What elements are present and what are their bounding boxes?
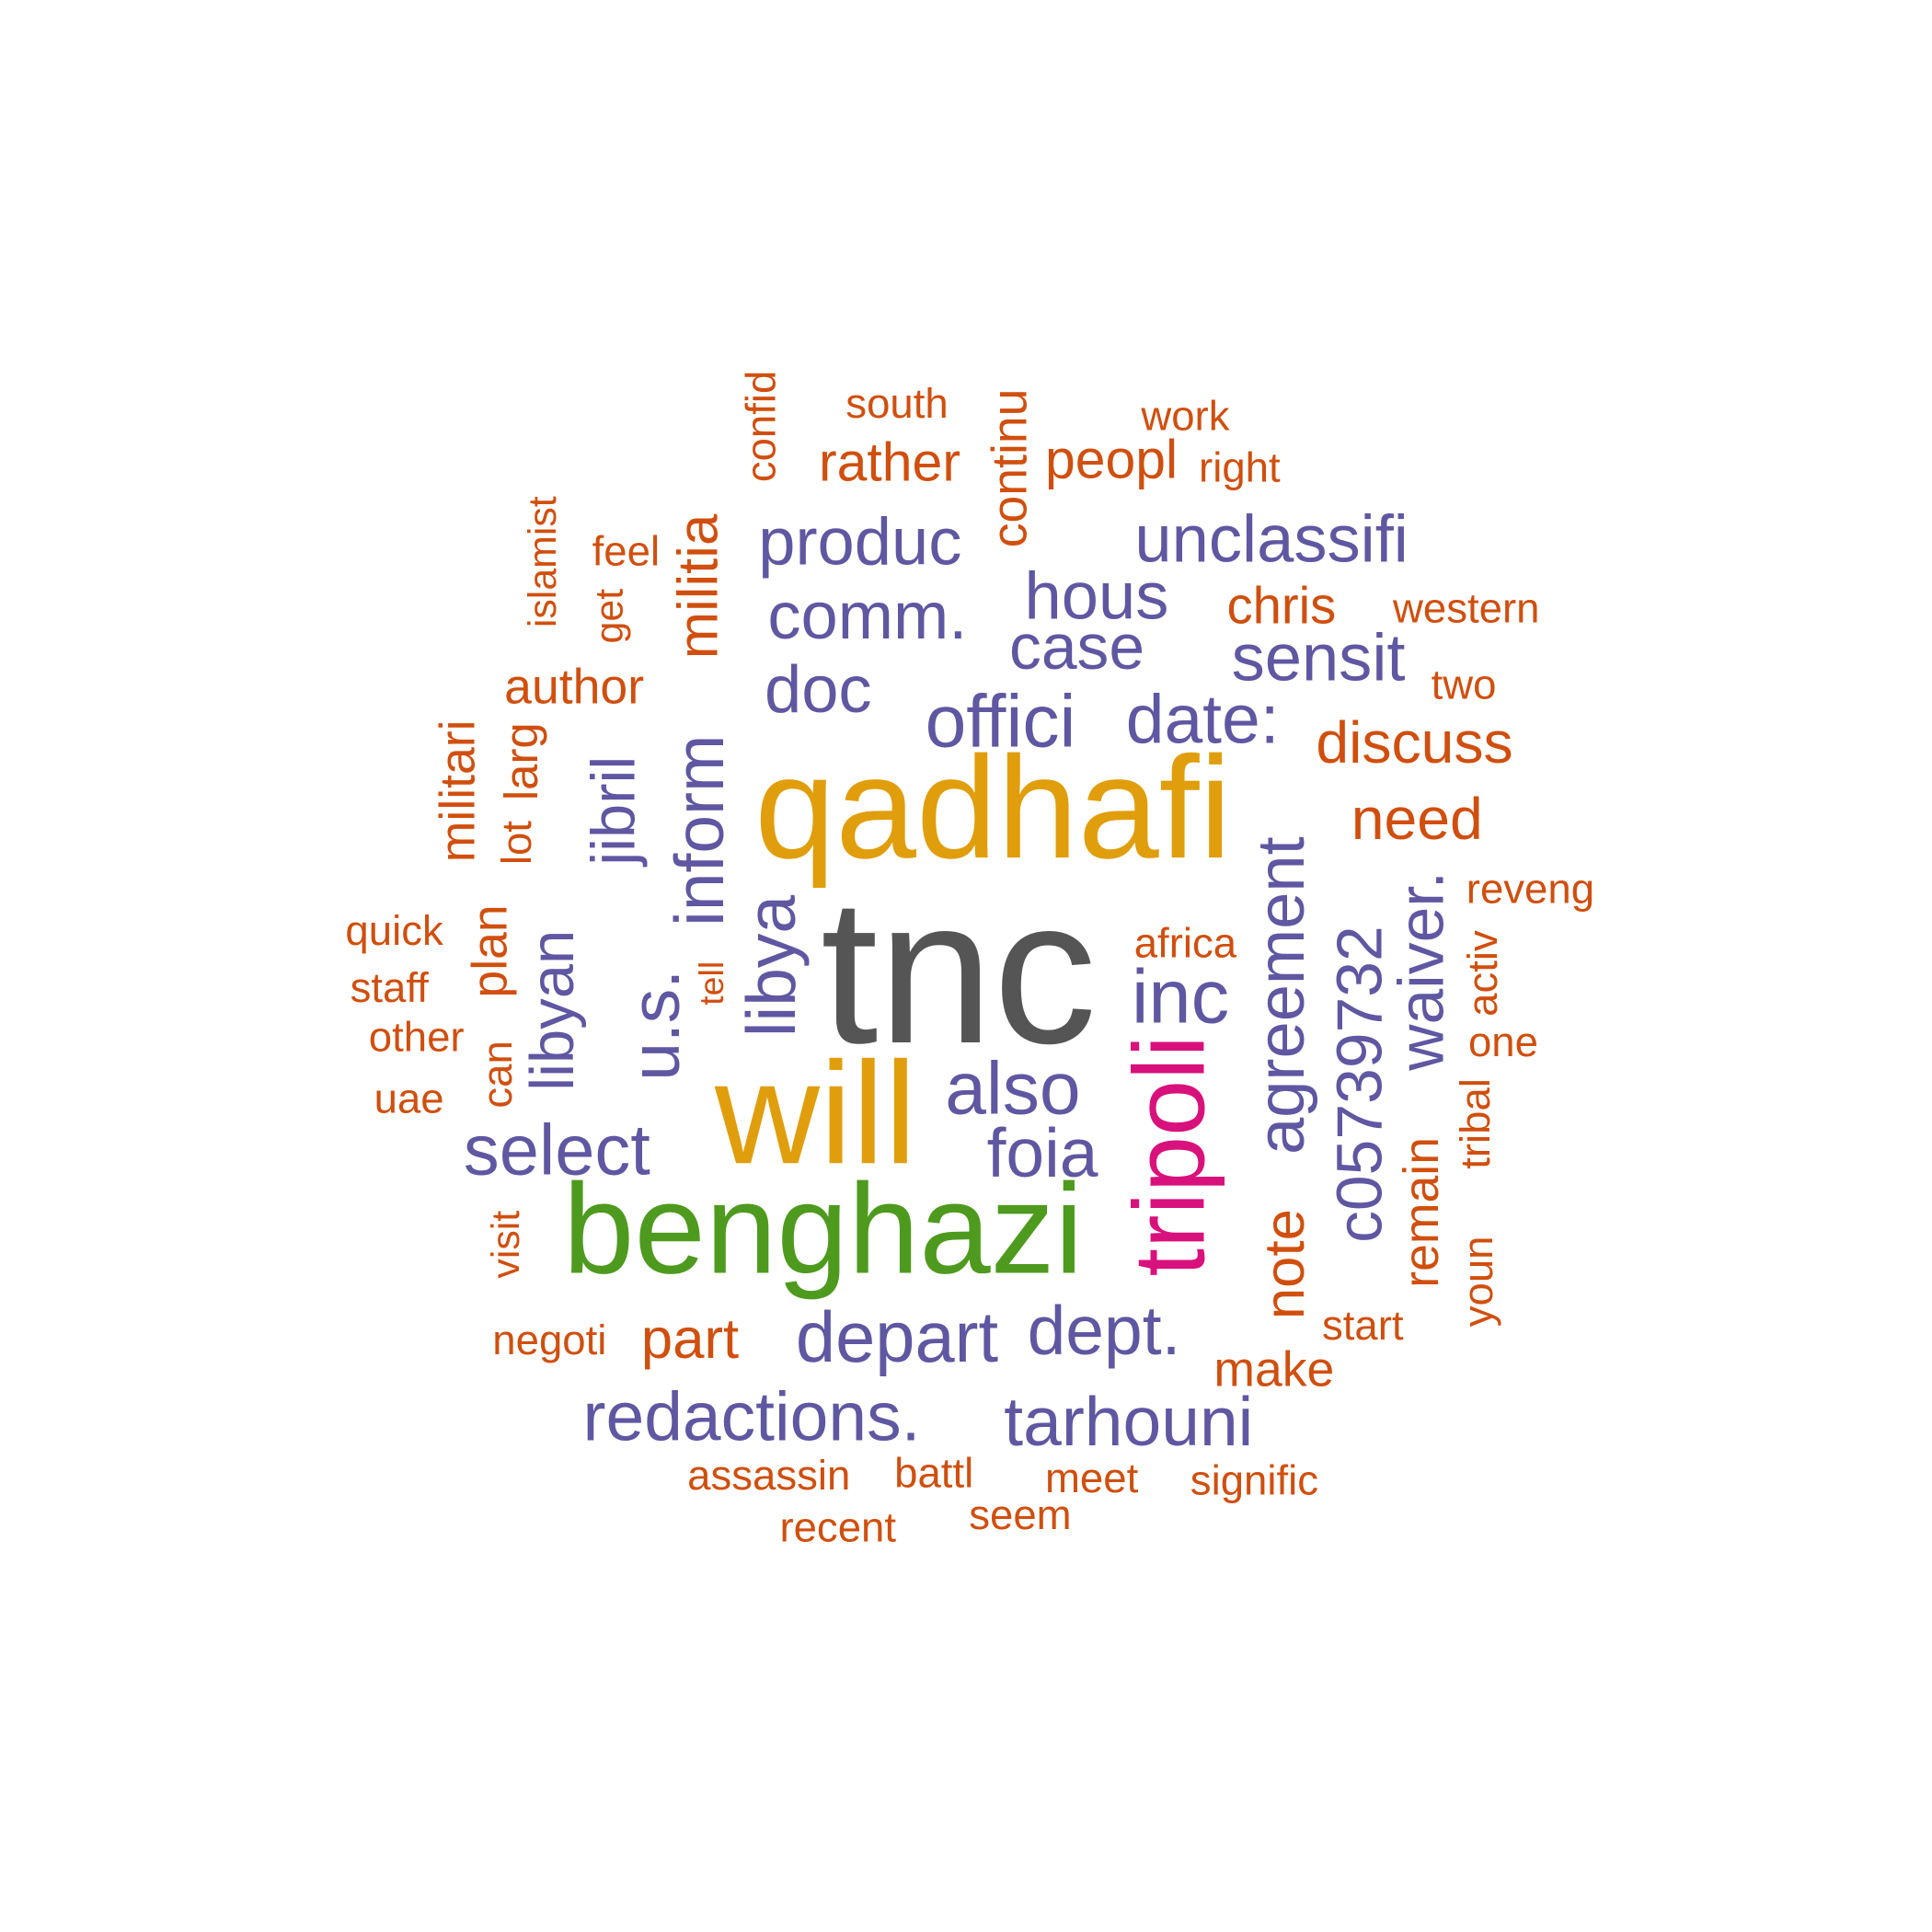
word: meet (1044, 1455, 1139, 1502)
word: case (1008, 612, 1145, 684)
word: remain (1395, 1136, 1450, 1288)
word: waiver. (1386, 870, 1458, 1071)
word: islamist (520, 496, 565, 628)
word: comm. (767, 579, 968, 653)
word: africa (1133, 920, 1237, 968)
word: visit (483, 1210, 528, 1279)
word: staff (350, 964, 429, 1012)
word: dept. (1027, 1291, 1181, 1369)
word: tribal (1453, 1078, 1500, 1169)
word: work (1141, 393, 1230, 441)
word: jibril (579, 755, 649, 866)
word: hous (1024, 559, 1169, 634)
word: note (1251, 1209, 1317, 1320)
word: recent (779, 1504, 897, 1552)
word: militia (665, 513, 730, 660)
word: right (1199, 444, 1281, 492)
word: one (1467, 1018, 1538, 1066)
word: rather (818, 432, 960, 493)
word: quick (345, 908, 443, 955)
word: c05739732 (1324, 926, 1397, 1243)
word: signific (1190, 1457, 1319, 1505)
word: qadhafi (754, 727, 1232, 890)
word: redactions. (582, 1377, 921, 1455)
word: foia (986, 1113, 1098, 1192)
word: western (1393, 585, 1540, 633)
word: youn (1455, 1236, 1502, 1328)
word: assassin (687, 1453, 851, 1500)
word: militari (431, 719, 486, 863)
word: libyan (517, 929, 587, 1091)
word: lot (494, 821, 541, 866)
word: will (714, 1032, 917, 1196)
word: doc (764, 652, 872, 728)
word: author (504, 660, 645, 715)
word: u.s. (615, 969, 695, 1081)
word: agreement (1244, 836, 1319, 1156)
word: also (945, 1047, 1081, 1131)
word: seem (969, 1491, 1072, 1539)
word: need (1351, 787, 1483, 853)
word: confid (738, 370, 786, 483)
word: depart (795, 1297, 999, 1378)
word: larg (496, 722, 548, 801)
word: negoti (492, 1317, 607, 1364)
word: chris (1226, 576, 1337, 635)
word: plan (463, 904, 518, 998)
word: start (1321, 1302, 1404, 1350)
word: produc (758, 505, 962, 580)
word: libya (731, 894, 810, 1038)
word: select (463, 1110, 650, 1190)
word: inform (660, 734, 739, 926)
word: date: (1125, 680, 1280, 758)
word: two (1431, 661, 1497, 709)
word: reveng (1466, 866, 1595, 914)
word: discuss (1316, 710, 1513, 776)
word: uae (374, 1075, 444, 1123)
word: make (1213, 1342, 1335, 1397)
word: get (586, 588, 631, 644)
word: benghazi (562, 1157, 1084, 1302)
word: tripoli (1113, 1035, 1226, 1277)
word: battl (894, 1450, 974, 1498)
word: continu (983, 388, 1038, 548)
word: peopl (1044, 430, 1179, 491)
word: tarhouni (1004, 1382, 1254, 1461)
word: unclassifi (1134, 502, 1409, 577)
word: part (640, 1305, 740, 1371)
word: feel (592, 528, 661, 576)
word: activ (1460, 930, 1507, 1017)
word: tnc (820, 855, 1098, 1087)
word: inc (1131, 954, 1230, 1041)
word: sensit (1231, 621, 1406, 696)
word: can (474, 1041, 522, 1109)
word: south (845, 380, 949, 428)
word: tell (692, 960, 731, 1006)
word: other (368, 1014, 465, 1062)
word: offici (925, 680, 1076, 764)
